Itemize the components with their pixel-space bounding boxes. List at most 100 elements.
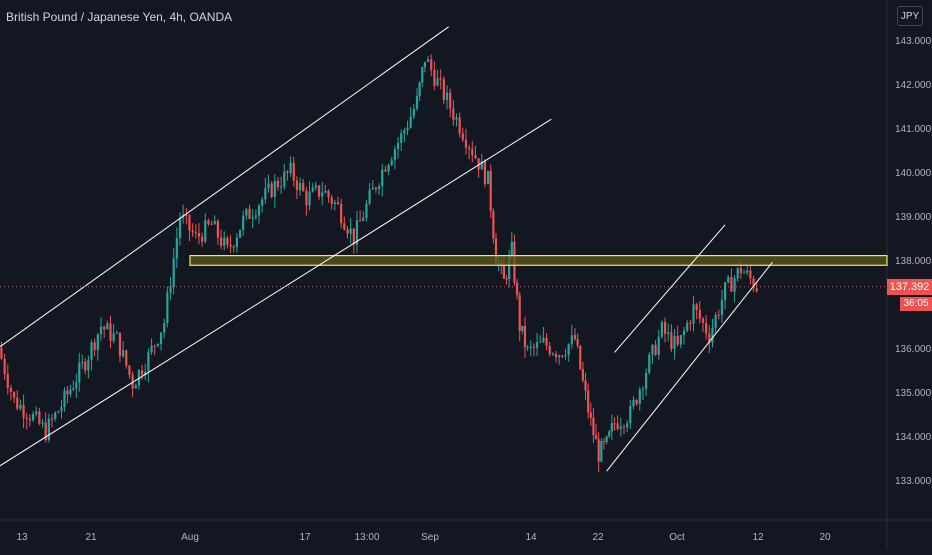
candle-body xyxy=(106,323,109,330)
candle-body xyxy=(232,246,235,248)
candle-body xyxy=(433,69,436,86)
candle-body xyxy=(185,214,188,216)
candle-body xyxy=(714,314,717,328)
y-tick-label: 138.000 xyxy=(895,256,932,267)
trendline[interactable] xyxy=(606,261,773,472)
candle-body xyxy=(72,388,75,390)
candle-body xyxy=(515,282,519,296)
x-tick-label: 20 xyxy=(819,532,831,543)
candle-body xyxy=(38,411,41,424)
candle-body xyxy=(6,374,9,389)
candle-body xyxy=(47,418,50,440)
trendline[interactable] xyxy=(0,118,552,467)
candle-body xyxy=(245,208,248,216)
candle-body xyxy=(587,390,590,413)
candle-body xyxy=(551,353,554,355)
candle-body xyxy=(251,217,254,219)
candle-body xyxy=(25,417,28,419)
candle-body xyxy=(657,336,660,355)
candle-body xyxy=(477,158,480,170)
candle-body xyxy=(613,423,616,425)
candle-body xyxy=(471,148,474,156)
candle-body xyxy=(327,190,330,198)
x-tick-label: 13 xyxy=(16,532,28,543)
candle-body xyxy=(22,404,25,418)
candle-body xyxy=(532,346,536,348)
candle-body xyxy=(163,322,166,333)
candle-body xyxy=(701,318,705,323)
candle-body xyxy=(242,215,245,230)
candle-body xyxy=(368,189,371,204)
candle-body xyxy=(19,404,22,409)
candle-body xyxy=(492,211,495,239)
candle-body xyxy=(289,162,292,173)
x-tick-label: Aug xyxy=(181,532,199,543)
candle-body xyxy=(505,278,508,280)
candle-body xyxy=(371,187,374,190)
candle-body xyxy=(305,190,308,206)
candle-body xyxy=(223,237,226,246)
symbol-title: British Pound / Japanese Yen, 4h, OANDA xyxy=(6,10,233,24)
resistance-zone[interactable] xyxy=(189,255,888,266)
trendline[interactable] xyxy=(0,26,449,348)
candle-body xyxy=(548,345,551,355)
candle-body xyxy=(125,350,128,366)
candle-body xyxy=(480,161,483,170)
candle-body xyxy=(573,335,577,340)
candle-body xyxy=(752,278,755,289)
candle-body xyxy=(87,359,90,371)
candle-body xyxy=(96,334,99,350)
candle-body xyxy=(521,325,524,331)
candle-body xyxy=(468,147,471,149)
y-tick-label: 139.000 xyxy=(895,212,932,223)
candle-body xyxy=(144,371,147,376)
candle-body xyxy=(69,389,72,395)
candle-body xyxy=(50,418,54,420)
candle-body xyxy=(349,228,352,234)
candle-body xyxy=(35,411,38,415)
candle-body xyxy=(336,202,340,205)
candle-body xyxy=(147,352,150,372)
candle-body xyxy=(635,399,638,404)
candle-body xyxy=(0,348,3,359)
candle-body xyxy=(292,162,295,181)
candle-body xyxy=(400,133,403,143)
candle-body xyxy=(298,183,302,191)
currency-button[interactable]: JPY xyxy=(897,6,923,26)
candle-body xyxy=(314,185,317,188)
candle-body xyxy=(374,187,378,190)
candle-body xyxy=(452,108,455,120)
candle-body xyxy=(727,277,730,283)
candle-body xyxy=(508,256,511,280)
x-tick-label: 12 xyxy=(752,532,764,543)
candle-body xyxy=(605,436,608,443)
candle-body xyxy=(663,322,667,334)
candle-body xyxy=(60,406,63,412)
candle-body xyxy=(194,232,197,234)
candle-body xyxy=(340,204,343,224)
candle-body xyxy=(749,270,752,279)
candle-body xyxy=(622,426,626,428)
candle-body xyxy=(673,335,676,349)
candle-body xyxy=(610,423,613,432)
candle-body xyxy=(390,160,393,165)
x-tick-label: 17 xyxy=(299,532,311,543)
candle-body xyxy=(324,190,327,193)
candle-body xyxy=(321,192,324,197)
trendline[interactable] xyxy=(614,224,726,353)
candle-body xyxy=(201,236,204,242)
candle-body xyxy=(122,350,125,357)
candle-body xyxy=(257,205,261,216)
candle-body xyxy=(406,127,409,131)
candle-body xyxy=(78,362,81,383)
candle-body xyxy=(384,169,387,172)
y-tick-label: 141.000 xyxy=(895,124,932,135)
candle-body xyxy=(755,288,758,292)
candle-body xyxy=(280,186,283,188)
y-tick-label: 135.000 xyxy=(895,388,932,399)
candle-body xyxy=(229,244,232,247)
candle-body xyxy=(739,268,742,273)
candle-body xyxy=(226,237,229,245)
